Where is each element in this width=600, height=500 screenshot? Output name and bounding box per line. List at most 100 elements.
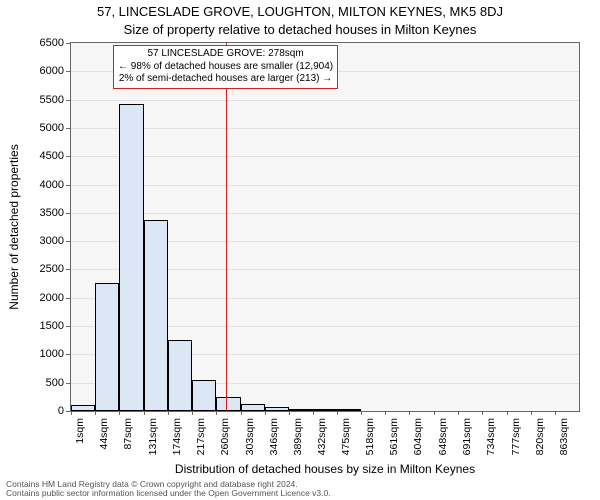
x-tick-label: 820sqm xyxy=(534,418,546,478)
x-tick-label: 260sqm xyxy=(219,418,231,478)
y-tick xyxy=(66,383,70,384)
x-tick xyxy=(313,411,314,415)
y-tick-label: 500 xyxy=(46,377,64,389)
x-tick-label: 346sqm xyxy=(268,418,280,478)
y-tick xyxy=(66,100,70,101)
x-tick-label: 303sqm xyxy=(244,418,256,478)
histogram-bar xyxy=(144,220,168,411)
x-tick xyxy=(95,411,96,415)
x-tick xyxy=(507,411,508,415)
x-tick xyxy=(216,411,217,415)
histogram-bar xyxy=(95,283,119,411)
y-tick xyxy=(66,156,70,157)
y-tick-label: 5500 xyxy=(40,94,64,106)
x-tick-label: 131sqm xyxy=(147,418,159,478)
footer-line2: Contains public sector information licen… xyxy=(6,489,331,498)
x-tick-label: 217sqm xyxy=(195,418,207,478)
y-tick xyxy=(66,326,70,327)
histogram-bar xyxy=(337,409,361,411)
x-tick-label: 561sqm xyxy=(388,418,400,478)
x-tick xyxy=(71,411,72,415)
x-tick-label: 432sqm xyxy=(316,418,328,478)
y-tick xyxy=(66,128,70,129)
x-tick xyxy=(119,411,120,415)
y-tick-label: 4000 xyxy=(40,179,64,191)
y-tick xyxy=(66,354,70,355)
x-tick xyxy=(434,411,435,415)
x-tick xyxy=(409,411,410,415)
gridline xyxy=(71,156,579,157)
histogram-bar xyxy=(313,409,337,411)
plot-area: 57 LINCESLADE GROVE: 278sqm← 98% of deta… xyxy=(70,42,580,412)
y-tick xyxy=(66,411,70,412)
x-tick-label: 777sqm xyxy=(510,418,522,478)
gridline xyxy=(71,185,579,186)
y-tick xyxy=(66,43,70,44)
x-tick xyxy=(555,411,556,415)
annotation-box: 57 LINCESLADE GROVE: 278sqm← 98% of deta… xyxy=(113,45,338,89)
histogram-bar xyxy=(192,380,216,411)
x-tick xyxy=(144,411,145,415)
y-tick xyxy=(66,213,70,214)
chart-title-line2: Size of property relative to detached ho… xyxy=(0,22,600,37)
x-tick-label: 174sqm xyxy=(171,418,183,478)
y-tick xyxy=(66,269,70,270)
x-tick-label: 44sqm xyxy=(98,418,110,478)
gridline xyxy=(71,213,579,214)
y-tick xyxy=(66,298,70,299)
y-tick-label: 6000 xyxy=(40,65,64,77)
y-tick xyxy=(66,185,70,186)
y-tick-label: 3000 xyxy=(40,235,64,247)
y-tick-label: 2500 xyxy=(40,263,64,275)
x-tick-label: 475sqm xyxy=(340,418,352,478)
histogram-bar xyxy=(168,340,192,411)
chart-container: 57, LINCESLADE GROVE, LOUGHTON, MILTON K… xyxy=(0,0,600,500)
footer-attribution: Contains HM Land Registry data © Crown c… xyxy=(6,480,331,498)
y-tick-label: 1000 xyxy=(40,348,64,360)
y-tick-label: 3500 xyxy=(40,207,64,219)
x-tick-label: 1sqm xyxy=(74,418,86,478)
histogram-bar xyxy=(241,404,265,411)
y-tick-label: 0 xyxy=(58,405,64,417)
x-tick xyxy=(482,411,483,415)
x-tick xyxy=(337,411,338,415)
x-tick-label: 389sqm xyxy=(292,418,304,478)
y-tick-label: 6500 xyxy=(40,37,64,49)
x-tick xyxy=(289,411,290,415)
x-tick xyxy=(265,411,266,415)
y-axis-label: Number of detached properties xyxy=(6,42,22,412)
y-axis-label-text: Number of detached properties xyxy=(7,144,21,309)
histogram-bar xyxy=(265,407,289,411)
gridline xyxy=(71,128,579,129)
x-tick-label: 518sqm xyxy=(364,418,376,478)
x-tick xyxy=(458,411,459,415)
annotation-line1: 57 LINCESLADE GROVE: 278sqm xyxy=(118,48,333,61)
histogram-bar xyxy=(289,409,313,411)
y-tick xyxy=(66,241,70,242)
x-tick-label: 87sqm xyxy=(122,418,134,478)
x-tick-label: 734sqm xyxy=(485,418,497,478)
x-tick xyxy=(241,411,242,415)
marker-line xyxy=(226,43,227,411)
x-tick xyxy=(531,411,532,415)
gridline xyxy=(71,100,579,101)
y-tick xyxy=(66,71,70,72)
chart-title-line1: 57, LINCESLADE GROVE, LOUGHTON, MILTON K… xyxy=(0,4,600,19)
x-tick-label: 648sqm xyxy=(437,418,449,478)
y-tick-label: 5000 xyxy=(40,122,64,134)
annotation-line3: 2% of semi-detached houses are larger (2… xyxy=(118,73,333,86)
y-tick-label: 2000 xyxy=(40,292,64,304)
histogram-bar xyxy=(119,104,144,411)
x-tick xyxy=(361,411,362,415)
x-tick-label: 691sqm xyxy=(461,418,473,478)
histogram-bar xyxy=(216,397,240,411)
annotation-line2: ← 98% of detached houses are smaller (12… xyxy=(118,61,333,74)
x-tick-label: 604sqm xyxy=(412,418,424,478)
y-tick-label: 1500 xyxy=(40,320,64,332)
x-tick-label: 863sqm xyxy=(558,418,570,478)
y-tick-label: 4500 xyxy=(40,150,64,162)
x-tick xyxy=(192,411,193,415)
x-tick xyxy=(168,411,169,415)
x-tick xyxy=(385,411,386,415)
histogram-bar xyxy=(71,405,95,411)
